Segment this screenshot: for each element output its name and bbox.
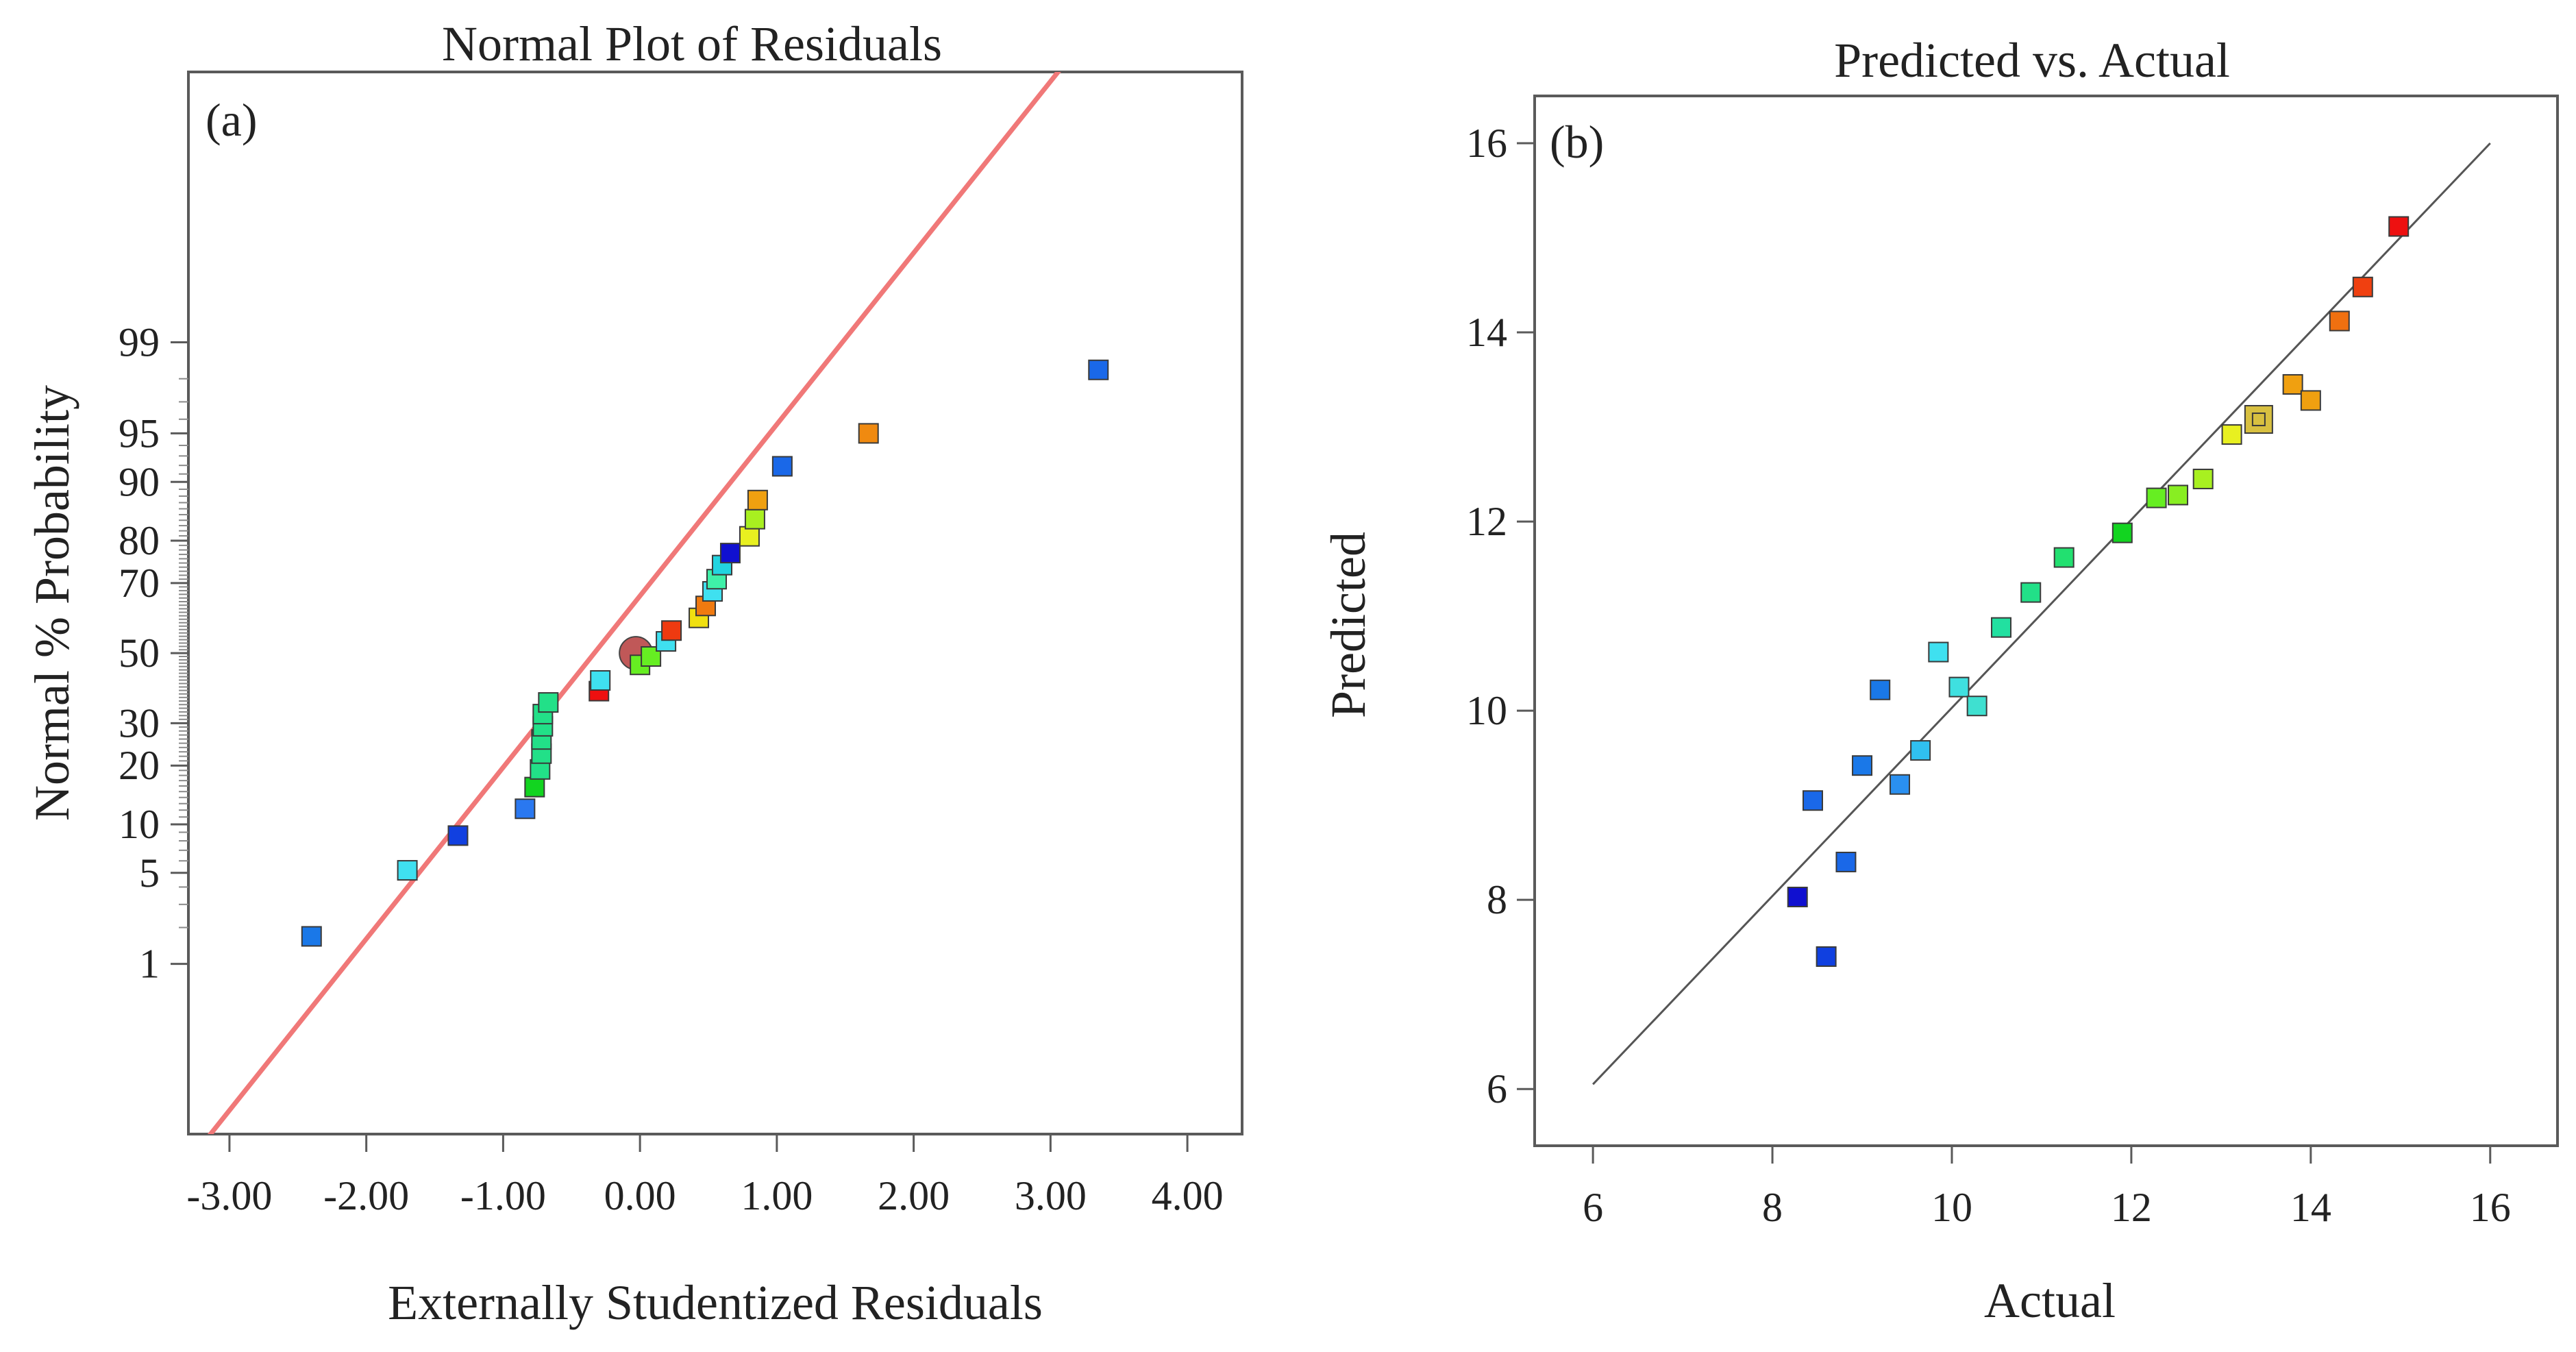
- data-point: [1852, 755, 1873, 776]
- x-axis-ticks: -3.00 -2.00 -1.00 0.00 1.00 2.00 3.00 4.00: [186, 1134, 1224, 1218]
- reference-line: [1592, 142, 2491, 1085]
- data-point: [719, 543, 741, 564]
- data-point: [1966, 696, 1987, 717]
- data-point: [2300, 390, 2321, 411]
- y-tick-label: 10: [119, 802, 160, 847]
- data-point: [447, 825, 469, 846]
- data-point: [744, 508, 765, 530]
- x-tick-label: 8: [1762, 1185, 1783, 1230]
- y-tick-label: 14: [1466, 310, 1507, 355]
- data-point: [2244, 405, 2273, 434]
- data-point: [2221, 424, 2242, 445]
- y-tick-label: 30: [119, 700, 160, 746]
- reference-line: [207, 72, 1061, 1134]
- data-point: [1928, 641, 1949, 663]
- x-axis-label: Externally Studentized Residuals: [388, 1275, 1043, 1330]
- data-points: [1787, 216, 2410, 967]
- y-tick-label: 6: [1487, 1066, 1507, 1111]
- plot-frame: [187, 71, 1243, 1135]
- y-tick-label: 20: [119, 743, 160, 788]
- data-point: [301, 926, 322, 947]
- data-point: [1890, 774, 1911, 795]
- y-tick-label: 90: [119, 459, 160, 504]
- data-point: [1910, 740, 1931, 761]
- x-tick-label: -1.00: [460, 1173, 546, 1218]
- x-axis-label: Actual: [1984, 1273, 2116, 1328]
- x-tick-label: 4.00: [1152, 1173, 1224, 1218]
- normal-plot-panel: Normal Plot of Residuals (a) Externally …: [25, 16, 1243, 1330]
- data-point: [397, 860, 418, 881]
- x-tick-label: 1.00: [741, 1173, 813, 1218]
- data-point: [2168, 484, 2189, 506]
- y-minor-ticks: [179, 378, 188, 929]
- y-tick-label: 80: [119, 518, 160, 563]
- residual-points: [301, 359, 1109, 947]
- data-point: [771, 456, 793, 477]
- data-point: [739, 526, 760, 547]
- data-point: [858, 423, 879, 444]
- x-tick-label: 2.00: [878, 1173, 950, 1218]
- y-tick-label: 1: [139, 942, 160, 987]
- data-point: [2146, 487, 2167, 508]
- data-point: [2053, 547, 2075, 568]
- panel-label: (b): [1550, 116, 1604, 168]
- data-point: [1787, 887, 1808, 908]
- data-point: [538, 692, 559, 713]
- y-tick-label: 10: [1466, 688, 1507, 733]
- y-tick-label: 95: [119, 410, 160, 456]
- x-tick-label: 6: [1583, 1185, 1603, 1230]
- data-point-inner: [2251, 413, 2266, 427]
- data-point: [661, 620, 682, 641]
- y-axis-label: Normal % Probability: [25, 385, 79, 821]
- data-point: [1816, 946, 1837, 967]
- y-tick-label: 5: [139, 850, 160, 896]
- plot-frame: [1533, 95, 2559, 1147]
- data-point: [2352, 276, 2373, 297]
- data-point: [1991, 617, 2012, 638]
- x-axis-ticks: 6 8 10 12 14 16: [1583, 1146, 2511, 1230]
- data-point: [1835, 851, 1857, 872]
- x-tick-label: -3.00: [186, 1173, 272, 1218]
- panel-label: (a): [206, 94, 257, 146]
- data-point: [524, 776, 545, 798]
- y-tick-label: 50: [119, 630, 160, 676]
- chart-title: Normal Plot of Residuals: [442, 16, 942, 71]
- x-tick-label: -2.00: [323, 1173, 409, 1218]
- x-tick-label: 0.00: [604, 1173, 676, 1218]
- data-point: [2192, 468, 2214, 489]
- y-tick-label: 12: [1466, 499, 1507, 544]
- predicted-vs-actual-panel: Predicted vs. Actual (b) Actual Predicte…: [1321, 33, 2559, 1328]
- y-tick-label: 99: [119, 320, 160, 365]
- chart-title: Predicted vs. Actual: [1834, 33, 2230, 88]
- data-point: [1802, 790, 1823, 811]
- data-point: [2282, 373, 2303, 395]
- y-tick-label: 8: [1487, 877, 1507, 922]
- y-axis-ticks: 6 8 10 12 14 16: [1466, 121, 1535, 1111]
- y-tick-label: 16: [1466, 121, 1507, 166]
- data-point: [2020, 582, 2042, 603]
- data-point: [1870, 679, 1891, 700]
- data-point: [515, 798, 536, 820]
- data-point: [1948, 676, 1970, 698]
- y-axis-label: Predicted: [1321, 532, 1376, 718]
- x-tick-label: 3.00: [1015, 1173, 1087, 1218]
- data-point: [2329, 310, 2350, 332]
- data-point: [590, 669, 611, 691]
- data-point: [1088, 359, 1109, 380]
- data-point: [747, 489, 768, 511]
- x-tick-label: 14: [2290, 1185, 2331, 1230]
- data-point: [2388, 216, 2410, 237]
- x-tick-label: 10: [1931, 1185, 1972, 1230]
- data-point: [2111, 522, 2133, 543]
- x-tick-label: 12: [2111, 1185, 2152, 1230]
- y-tick-label: 70: [119, 561, 160, 606]
- x-tick-label: 16: [2470, 1185, 2511, 1230]
